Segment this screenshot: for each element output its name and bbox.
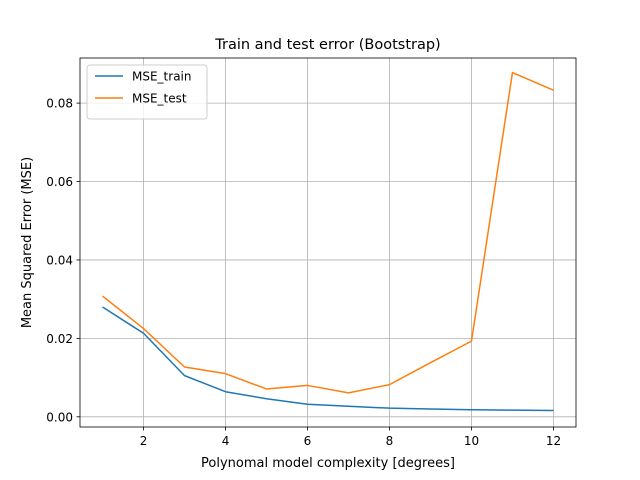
legend-box — [86, 64, 208, 120]
legend: MSE_train MSE_test — [86, 64, 208, 120]
x-tick-label: 2 — [140, 434, 148, 448]
grid — [80, 58, 576, 427]
y-tick-label: 0.08 — [46, 97, 73, 111]
y-tick-label: 0.02 — [46, 332, 73, 346]
y-tick-label: 0.04 — [46, 253, 73, 267]
x-tick-label: 12 — [546, 434, 561, 448]
y-axis: 0.00 0.02 0.04 0.06 0.08 — [46, 97, 80, 424]
x-tick-label: 10 — [464, 434, 479, 448]
series-line-mse-test — [102, 71, 554, 394]
x-axis: 2 4 6 8 10 12 — [140, 427, 561, 448]
y-axis-label: Mean Squared Error (MSE) — [20, 157, 35, 328]
legend-label: MSE_train — [132, 70, 191, 84]
legend-label: MSE_test — [132, 92, 187, 106]
plot-frame — [79, 57, 577, 428]
series-line-mse-train — [102, 306, 554, 412]
series-lines — [102, 71, 554, 412]
x-tick-label: 4 — [222, 434, 230, 448]
y-tick-label: 0.06 — [46, 175, 73, 189]
y-tick-label: 0.00 — [46, 410, 73, 424]
x-axis-label: Polynomal model complexity [degrees] — [201, 456, 455, 471]
x-tick-label: 8 — [386, 434, 394, 448]
chart-title: Train and test error (Bootstrap) — [214, 37, 440, 53]
x-tick-label: 6 — [304, 434, 312, 448]
